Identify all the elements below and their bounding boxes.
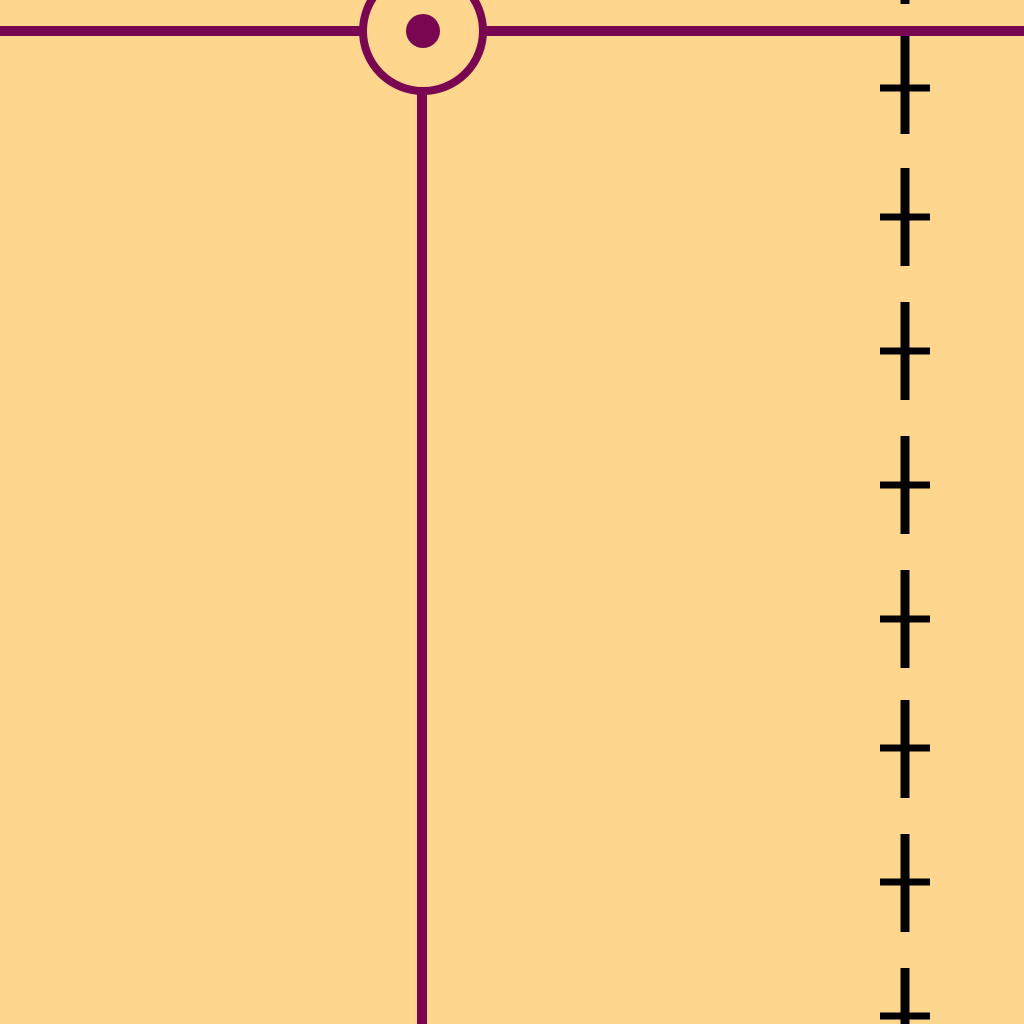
boundary-line: [880, 0, 930, 1024]
station-marker[interactable]: [359, 0, 487, 95]
station-dot-icon: [406, 14, 440, 48]
